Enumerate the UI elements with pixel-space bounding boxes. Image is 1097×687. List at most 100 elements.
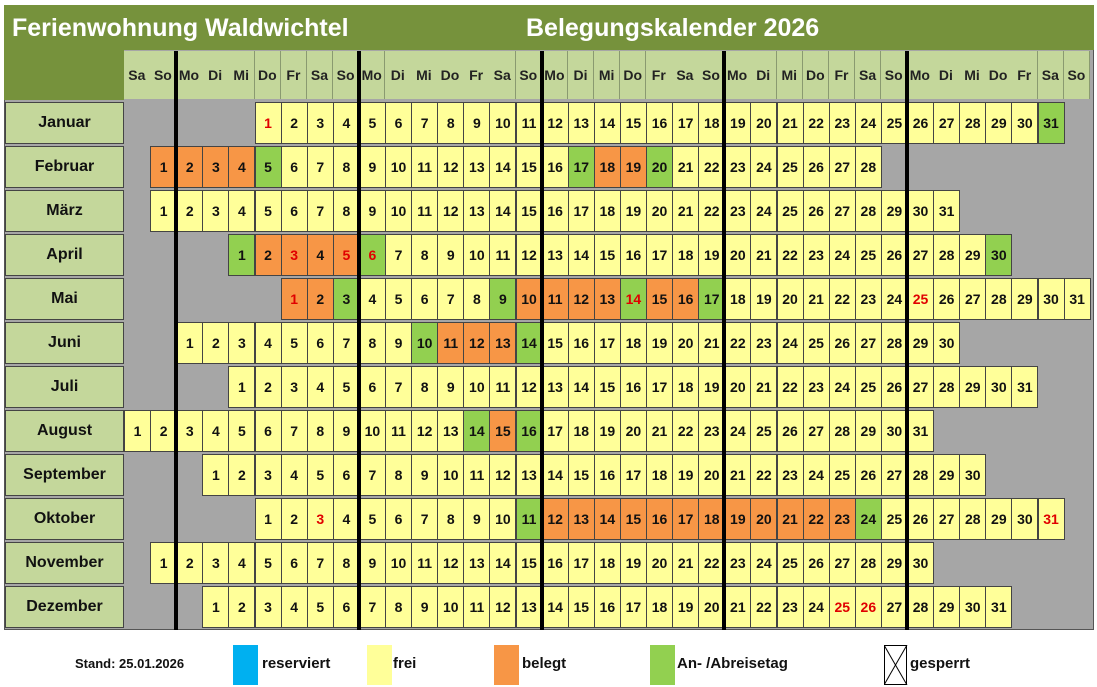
day-cell[interactable]: 20: [698, 586, 726, 628]
day-cell[interactable]: 4: [228, 146, 256, 188]
day-cell[interactable]: 5: [306, 454, 334, 496]
day-cell[interactable]: 2: [228, 454, 256, 496]
day-cell[interactable]: 5: [332, 234, 360, 276]
day-cell[interactable]: 6: [280, 146, 308, 188]
day-cell[interactable]: 10: [489, 498, 517, 540]
day-cell[interactable]: 22: [672, 410, 700, 452]
day-cell[interactable]: 17: [619, 454, 647, 496]
day-cell[interactable]: 2: [150, 410, 178, 452]
day-cell[interactable]: 31: [985, 586, 1013, 628]
day-cell[interactable]: 4: [306, 234, 334, 276]
day-cell[interactable]: 15: [593, 366, 621, 408]
day-cell[interactable]: 7: [358, 454, 386, 496]
day-cell[interactable]: 17: [698, 278, 726, 320]
day-cell[interactable]: 8: [332, 542, 360, 584]
day-cell[interactable]: 1: [176, 322, 204, 364]
day-cell[interactable]: 11: [489, 366, 517, 408]
day-cell[interactable]: 19: [672, 454, 700, 496]
day-cell[interactable]: 3: [202, 542, 230, 584]
day-cell[interactable]: 8: [358, 322, 386, 364]
day-cell[interactable]: 21: [750, 234, 778, 276]
day-cell[interactable]: 2: [280, 498, 308, 540]
day-cell[interactable]: 2: [202, 322, 230, 364]
day-cell[interactable]: 12: [541, 102, 569, 144]
day-cell[interactable]: 15: [515, 542, 543, 584]
day-cell[interactable]: 29: [985, 498, 1013, 540]
day-cell[interactable]: 3: [202, 190, 230, 232]
day-cell[interactable]: 19: [698, 234, 726, 276]
day-cell[interactable]: 12: [515, 234, 543, 276]
day-cell[interactable]: 10: [489, 102, 517, 144]
day-cell[interactable]: 10: [463, 366, 491, 408]
day-cell[interactable]: 1: [228, 234, 256, 276]
day-cell[interactable]: 3: [254, 454, 282, 496]
day-cell[interactable]: 23: [776, 454, 804, 496]
day-cell[interactable]: 12: [463, 322, 491, 364]
day-cell[interactable]: 12: [437, 190, 465, 232]
day-cell[interactable]: 17: [646, 234, 674, 276]
day-cell[interactable]: 20: [750, 102, 778, 144]
day-cell[interactable]: 27: [828, 190, 856, 232]
day-cell[interactable]: 11: [463, 586, 491, 628]
day-cell[interactable]: 17: [619, 586, 647, 628]
day-cell[interactable]: 31: [1063, 278, 1091, 320]
day-cell[interactable]: 9: [437, 366, 465, 408]
day-cell[interactable]: 11: [463, 454, 491, 496]
day-cell[interactable]: 21: [672, 190, 700, 232]
day-cell[interactable]: 23: [802, 234, 830, 276]
day-cell[interactable]: 21: [750, 366, 778, 408]
day-cell[interactable]: 24: [854, 102, 882, 144]
day-cell[interactable]: 12: [541, 498, 569, 540]
day-cell[interactable]: 22: [828, 278, 856, 320]
day-cell[interactable]: 27: [802, 410, 830, 452]
day-cell[interactable]: 15: [619, 102, 647, 144]
day-cell[interactable]: 26: [933, 278, 961, 320]
day-cell[interactable]: 2: [228, 586, 256, 628]
day-cell[interactable]: 22: [698, 146, 726, 188]
day-cell[interactable]: 14: [567, 366, 595, 408]
day-cell[interactable]: 19: [672, 586, 700, 628]
day-cell[interactable]: 2: [176, 146, 204, 188]
day-cell[interactable]: 23: [750, 322, 778, 364]
day-cell[interactable]: 1: [228, 366, 256, 408]
day-cell[interactable]: 28: [985, 278, 1013, 320]
day-cell[interactable]: 25: [776, 146, 804, 188]
day-cell[interactable]: 30: [933, 322, 961, 364]
day-cell[interactable]: 13: [463, 146, 491, 188]
day-cell[interactable]: 1: [254, 102, 282, 144]
day-cell[interactable]: 5: [228, 410, 256, 452]
day-cell[interactable]: 6: [280, 542, 308, 584]
day-cell[interactable]: 30: [880, 410, 908, 452]
day-cell[interactable]: 11: [411, 146, 439, 188]
day-cell[interactable]: 10: [515, 278, 543, 320]
day-cell[interactable]: 27: [828, 146, 856, 188]
day-cell[interactable]: 15: [646, 278, 674, 320]
day-cell[interactable]: 5: [254, 146, 282, 188]
day-cell[interactable]: 27: [854, 322, 882, 364]
day-cell[interactable]: 13: [463, 542, 491, 584]
day-cell[interactable]: 2: [280, 102, 308, 144]
day-cell[interactable]: 20: [724, 234, 752, 276]
day-cell[interactable]: 9: [358, 190, 386, 232]
day-cell[interactable]: 26: [854, 586, 882, 628]
day-cell[interactable]: 19: [619, 542, 647, 584]
day-cell[interactable]: 9: [463, 102, 491, 144]
day-cell[interactable]: 8: [411, 234, 439, 276]
day-cell[interactable]: 20: [672, 322, 700, 364]
day-cell[interactable]: 25: [854, 234, 882, 276]
day-cell[interactable]: 4: [306, 366, 334, 408]
day-cell[interactable]: 15: [515, 190, 543, 232]
day-cell[interactable]: 18: [672, 234, 700, 276]
day-cell[interactable]: 11: [385, 410, 413, 452]
day-cell[interactable]: 9: [437, 234, 465, 276]
day-cell[interactable]: 13: [567, 498, 595, 540]
day-cell[interactable]: 8: [385, 454, 413, 496]
day-cell[interactable]: 27: [933, 498, 961, 540]
day-cell[interactable]: 27: [933, 102, 961, 144]
day-cell[interactable]: 29: [985, 102, 1013, 144]
day-cell[interactable]: 21: [672, 146, 700, 188]
day-cell[interactable]: 24: [828, 366, 856, 408]
day-cell[interactable]: 14: [541, 454, 569, 496]
day-cell[interactable]: 6: [385, 498, 413, 540]
day-cell[interactable]: 22: [724, 322, 752, 364]
